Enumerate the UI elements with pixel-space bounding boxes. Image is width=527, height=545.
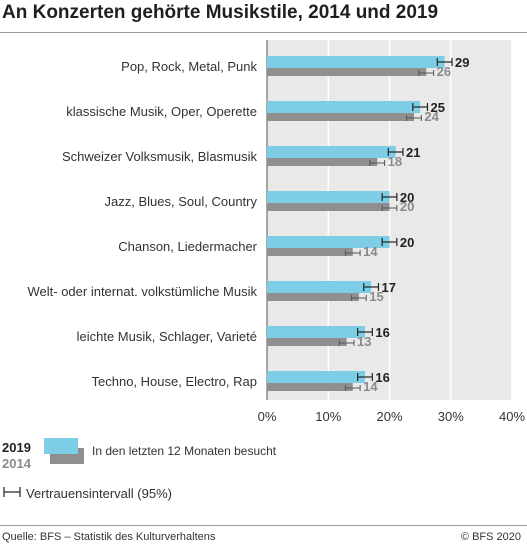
category-label: klassische Musik, Oper, Operette (66, 104, 257, 119)
legend-swatch-2019 (44, 438, 78, 454)
footer-divider (0, 525, 527, 526)
bar-2019 (267, 326, 365, 338)
copyright-note: © BFS 2020 (460, 531, 521, 543)
value-label-2014: 24 (424, 109, 439, 124)
bar-2019 (267, 236, 390, 248)
category-label: Welt- oder internat. volkstümliche Musik (27, 284, 257, 299)
chart-title: An Konzerten gehörte Musikstile, 2014 un… (2, 2, 439, 23)
legend-year-2019: 2019 (2, 440, 31, 455)
value-label-2014: 20 (400, 199, 414, 214)
category-label: Pop, Rock, Metal, Punk (121, 59, 257, 74)
legend-ci-text: Vertrauensintervall (95%) (26, 486, 172, 501)
bar-2019 (267, 191, 390, 203)
category-label: Chanson, Liedermacher (118, 239, 257, 254)
category-label: Jazz, Blues, Soul, Country (105, 194, 258, 209)
value-label-2014: 13 (357, 334, 371, 349)
value-label-2014: 14 (363, 244, 378, 259)
x-tick-label: 20% (376, 409, 402, 424)
value-label-2014: 26 (437, 64, 451, 79)
value-label-2019: 21 (406, 145, 420, 160)
bar-2019 (267, 281, 372, 293)
x-tick-label: 40% (499, 409, 525, 424)
x-tick-label: 10% (315, 409, 341, 424)
value-label-2019: 17 (381, 280, 395, 295)
value-label-2014: 15 (369, 289, 383, 304)
title-divider (0, 32, 527, 33)
value-label-2014: 14 (363, 379, 378, 394)
bar-2019 (267, 101, 421, 113)
x-tick-label: 30% (438, 409, 464, 424)
x-tick-label: 0% (258, 409, 277, 424)
value-label-2014: 18 (388, 154, 402, 169)
bar-2019 (267, 146, 396, 158)
category-label: leichte Musik, Schlager, Varieté (77, 329, 257, 344)
legend-visited-text: In den letzten 12 Monaten besucht (92, 444, 277, 458)
value-label-2019: 20 (400, 235, 414, 250)
bar-chart: 0% 10% 20% 30% 40% Pop, Rock, Metal, Punk 29 26… (27, 40, 525, 424)
bar-2019 (267, 371, 365, 383)
bar-2019 (267, 56, 445, 68)
value-label-2019: 29 (455, 55, 469, 70)
confidence-interval-icon (3, 487, 21, 497)
category-label: Schweizer Volksmusik, Blasmusik (62, 149, 258, 164)
value-label-2019: 16 (375, 325, 389, 340)
value-label-2019: 20 (400, 190, 414, 205)
legend-year-2014: 2014 (2, 456, 31, 471)
source-note: Quelle: BFS – Statistik des Kulturverhal… (2, 531, 216, 543)
value-label-2019: 25 (430, 100, 444, 115)
value-label-2019: 16 (375, 370, 389, 385)
category-label: Techno, House, Electro, Rap (92, 374, 257, 389)
